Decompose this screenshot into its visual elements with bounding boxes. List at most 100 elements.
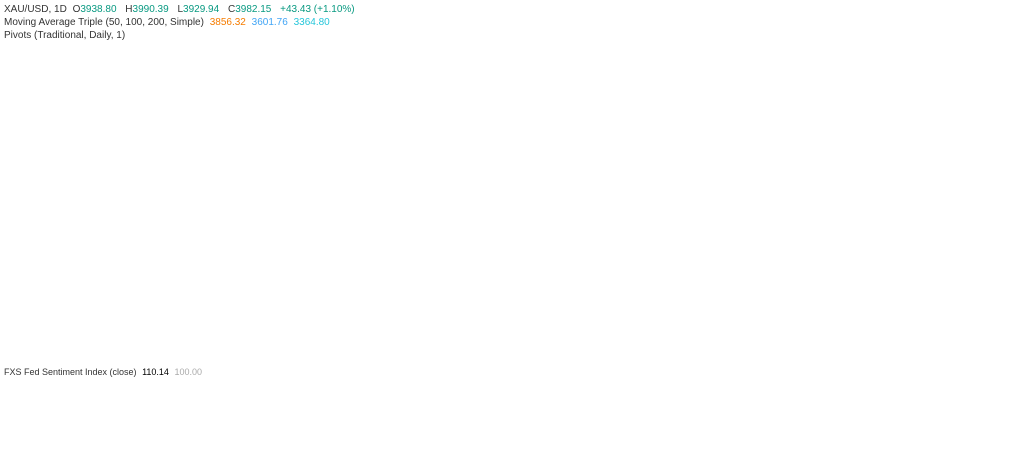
candle — [367, 205, 373, 227]
candle — [707, 183, 713, 199]
candle-body — [275, 191, 281, 205]
candle-body — [306, 208, 312, 221]
candle-body — [120, 269, 126, 274]
ma200-tag-bg — [963, 193, 1029, 208]
candle-body — [347, 220, 353, 229]
candle — [79, 265, 85, 283]
candle-body — [336, 204, 342, 221]
candle — [861, 77, 867, 95]
candle-body — [882, 45, 888, 62]
candle — [686, 193, 692, 209]
candle-body — [470, 197, 476, 201]
candle — [254, 203, 260, 225]
candle — [820, 113, 826, 127]
sentiment-ref-tag-text: 100.00 — [979, 420, 1014, 431]
candle — [810, 119, 816, 130]
price-tick-label: 2600.00 — [986, 319, 1027, 330]
candle-body — [151, 258, 157, 261]
candle-body — [913, 101, 919, 107]
candle-body — [841, 94, 847, 107]
candle — [203, 235, 209, 244]
candle-body — [450, 188, 456, 195]
candle-body — [254, 207, 260, 222]
candle-body — [18, 281, 24, 286]
high-number: 3990.39 — [132, 4, 169, 15]
candle — [347, 214, 353, 233]
candle — [913, 97, 919, 110]
close-number: 3982.15 — [235, 4, 272, 15]
candle-body — [861, 80, 867, 92]
pivot-tag-lower-bg — [963, 211, 1029, 226]
candle — [933, 96, 939, 112]
candle — [306, 205, 312, 224]
candle-body — [316, 207, 322, 221]
candle-body — [48, 269, 54, 275]
candle — [799, 122, 805, 138]
candle — [59, 263, 65, 275]
candle — [28, 272, 34, 286]
candle — [408, 195, 414, 214]
ma50-tag: 3856.32 — [963, 115, 1029, 130]
candle — [779, 136, 785, 153]
candle — [326, 199, 332, 212]
candle-body — [933, 101, 939, 109]
candle — [172, 246, 178, 259]
candle-body — [460, 188, 466, 198]
candle — [614, 196, 620, 217]
sentiment-value: 110.14 — [142, 367, 169, 377]
candle-body — [851, 91, 857, 95]
candle — [357, 217, 363, 232]
sentiment-ref-tag-bg — [963, 417, 1029, 431]
candle-body — [820, 119, 826, 123]
candle-body — [429, 196, 435, 208]
high-label: H — [125, 4, 133, 15]
candle — [419, 189, 425, 205]
candle — [7, 280, 13, 295]
time-tick-label: Oct — [820, 444, 837, 455]
time-tick-label: Mar — [104, 444, 124, 455]
candle — [110, 267, 116, 280]
price-tick-label: 4400.00 — [986, 30, 1027, 41]
pivot-tag-upper-text: 3452.72 — [975, 182, 1016, 193]
candle — [655, 196, 661, 208]
candle — [398, 204, 404, 216]
candle-body — [162, 255, 168, 259]
candle — [522, 201, 528, 212]
candle-body — [769, 149, 774, 153]
candle-body — [779, 139, 785, 150]
candle-body — [583, 189, 589, 195]
candle — [0, 287, 3, 300]
candle-body — [645, 194, 651, 203]
candle-body — [203, 239, 209, 242]
candle — [460, 183, 466, 202]
candle — [450, 182, 456, 200]
close-value: C3982.15 — [228, 4, 274, 15]
candle-body — [635, 194, 641, 198]
candle-body — [38, 274, 44, 278]
open-label: O — [72, 4, 81, 15]
candle — [69, 264, 75, 275]
candle-body — [717, 170, 723, 187]
last-price-tag-bg — [963, 94, 1029, 109]
candle-body — [666, 202, 672, 206]
candle — [480, 195, 486, 212]
sentiment-value-tag: 110.14 — [963, 408, 1029, 423]
ma-legend: Moving Average Triple (50, 100, 200, Sim… — [4, 17, 333, 28]
low-label: L — [177, 4, 184, 15]
candle-body — [7, 285, 13, 291]
candle-body — [563, 200, 569, 203]
sentiment-ref-tag: 100.00 — [963, 417, 1029, 431]
change-value: +43.43 (+1.10%) — [280, 4, 355, 15]
candle-body — [59, 268, 65, 270]
candle-body — [522, 204, 528, 209]
high-value: H3990.39 — [125, 4, 171, 15]
open-value: O3938.80 — [73, 4, 120, 15]
candle — [635, 188, 641, 203]
candle — [748, 149, 754, 160]
candle — [511, 199, 517, 216]
candle-body — [707, 186, 713, 197]
candle — [666, 197, 672, 210]
candle — [18, 277, 24, 289]
